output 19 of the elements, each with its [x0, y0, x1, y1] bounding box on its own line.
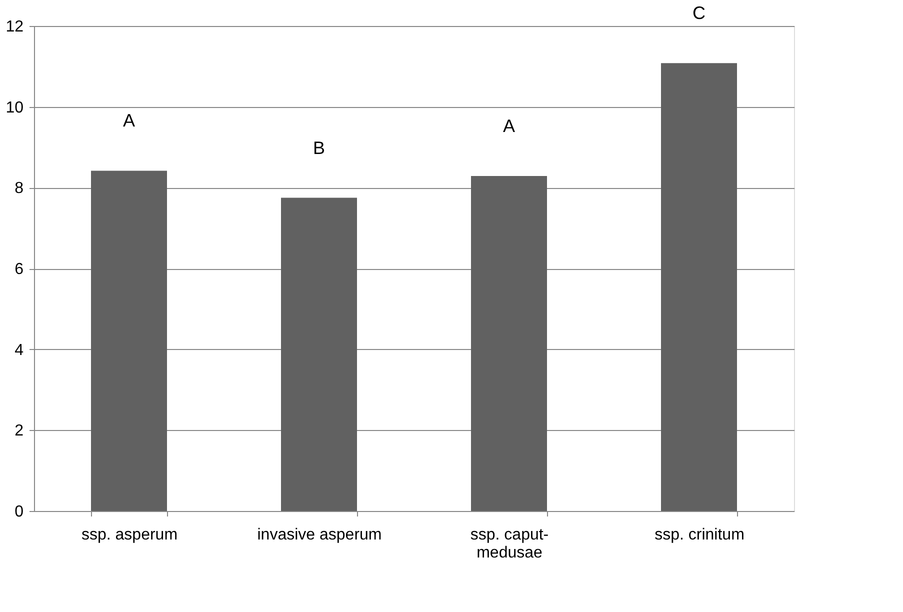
x-tick-label: ssp. caput-medusae [470, 526, 549, 562]
x-tick-label: ssp. asperum [81, 526, 178, 544]
y-tick-label: 6 [14, 261, 24, 278]
x-tick-label: ssp. crinitum [654, 526, 744, 544]
annotation: A [502, 116, 516, 136]
bar [91, 170, 167, 511]
y-tick-label: 10 [6, 99, 24, 116]
bar [661, 63, 737, 511]
bar [281, 198, 357, 511]
y-tick-label: 4 [14, 342, 24, 359]
annotation: B [312, 138, 326, 158]
y-tick-label: 0 [14, 504, 24, 520]
annotation: A [122, 110, 136, 131]
y-tick-label: 2 [14, 422, 24, 440]
x-tick-label: invasive asperum [257, 526, 382, 544]
y-tick-label: 12 [6, 18, 24, 36]
text: C [692, 3, 706, 24]
bar [471, 176, 547, 511]
y-tick-label: 8 [14, 180, 24, 198]
